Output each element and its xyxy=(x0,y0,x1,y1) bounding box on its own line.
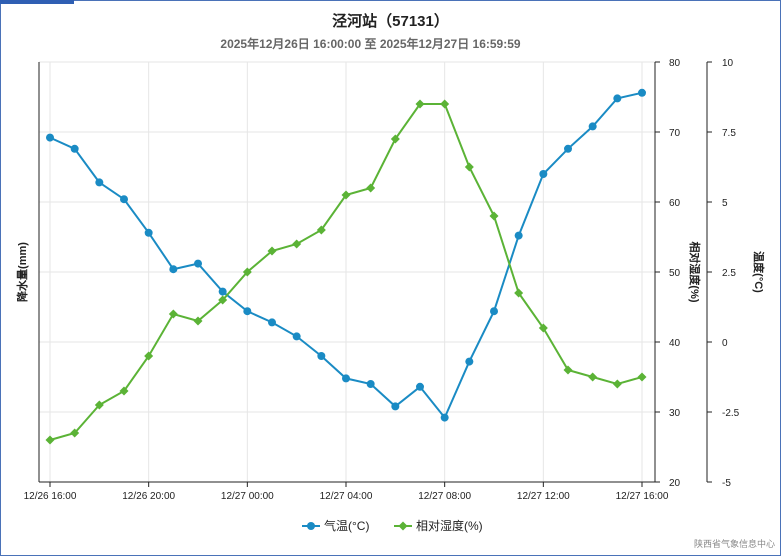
humidity-tick-label: 30 xyxy=(669,408,681,419)
humidity-point[interactable] xyxy=(45,435,55,445)
humidity-point[interactable] xyxy=(637,372,647,382)
temperature-point[interactable] xyxy=(564,144,572,153)
temperature-tick-label: 2.5 xyxy=(722,268,736,279)
temperature-point[interactable] xyxy=(465,357,474,366)
humidity-point[interactable] xyxy=(144,351,154,361)
legend[interactable]: 气温(°C) 相对湿度(%) xyxy=(302,518,483,533)
humidity-point[interactable] xyxy=(415,99,425,109)
temperature-point[interactable] xyxy=(613,94,622,103)
temperature-axis-title: 温度(°C) xyxy=(752,251,766,293)
footer-credit: 陕西省气象信息中心 xyxy=(693,539,775,549)
temperature-tick-label: 5 xyxy=(722,198,728,209)
humidity-tick-label: 50 xyxy=(669,268,681,279)
humidity-point[interactable] xyxy=(267,246,277,256)
temperature-point[interactable] xyxy=(169,265,178,274)
temperature-point[interactable] xyxy=(514,231,523,240)
legend-marker-temperature[interactable] xyxy=(307,522,315,530)
series-layer xyxy=(45,88,647,445)
chart-title: 泾河站（57131） xyxy=(332,13,449,30)
humidity-point[interactable] xyxy=(514,288,524,298)
humidity-tick-label: 80 xyxy=(669,58,681,69)
temperature-point[interactable] xyxy=(638,88,646,97)
x-tick-label: 12/27 08:00 xyxy=(418,491,471,502)
humidity-point[interactable] xyxy=(563,365,573,375)
humidity-point[interactable] xyxy=(70,428,80,438)
temperature-point[interactable] xyxy=(268,318,276,327)
temperature-point[interactable] xyxy=(46,133,54,142)
temperature-point[interactable] xyxy=(539,170,548,178)
temperature-point[interactable] xyxy=(194,259,202,268)
legend-label-humidity[interactable]: 相对湿度(%) xyxy=(416,518,483,533)
temperature-point[interactable] xyxy=(366,380,375,388)
x-tick-label: 12/27 00:00 xyxy=(221,491,274,502)
legend-label-temperature[interactable]: 气温(°C) xyxy=(324,518,369,533)
axes: 12/26 16:00 12/26 20:00 12/27 00:00 12/27 0… xyxy=(15,58,766,502)
x-tick-label: 12/27 12:00 xyxy=(517,491,570,502)
temperature-point[interactable] xyxy=(218,287,227,296)
temperature-tick-label: 10 xyxy=(722,58,734,69)
temperature-point[interactable] xyxy=(416,382,424,391)
humidity-point[interactable] xyxy=(341,190,351,200)
temperature-point[interactable] xyxy=(120,195,128,204)
humidity-point[interactable] xyxy=(292,239,302,249)
temperature-point[interactable] xyxy=(292,332,301,341)
humidity-point[interactable] xyxy=(316,225,326,235)
humidity-point[interactable] xyxy=(168,309,178,319)
humidity-axis-title: 相对湿度(%) xyxy=(688,241,702,302)
x-tick-label: 12/27 04:00 xyxy=(320,491,373,502)
temperature-tick-label: 0 xyxy=(722,338,728,349)
temperature-point[interactable] xyxy=(391,402,400,411)
x-tick-label: 12/26 16:00 xyxy=(24,491,77,502)
humidity-point[interactable] xyxy=(612,379,622,389)
humidity-point[interactable] xyxy=(218,295,228,305)
humidity-point[interactable] xyxy=(440,99,450,109)
humidity-tick-label: 40 xyxy=(669,338,681,349)
grid-lines xyxy=(39,61,655,483)
top-tab-indicator xyxy=(0,0,74,4)
x-tick-label: 12/26 20:00 xyxy=(122,491,175,502)
temperature-point[interactable] xyxy=(317,352,326,360)
precip-axis-title: 降水量(mm) xyxy=(15,242,29,302)
x-tick-label: 12/27 16:00 xyxy=(616,491,669,502)
humidity-point[interactable] xyxy=(242,267,252,277)
temperature-tick-label: 7.5 xyxy=(722,128,736,139)
humidity-point[interactable] xyxy=(94,400,104,410)
legend-marker-humidity[interactable] xyxy=(398,521,408,531)
humidity-point[interactable] xyxy=(538,323,548,333)
humidity-point[interactable] xyxy=(193,316,203,326)
humidity-point[interactable] xyxy=(489,211,499,221)
humidity-point[interactable] xyxy=(588,372,598,382)
temperature-point[interactable] xyxy=(588,122,597,131)
temperature-point[interactable] xyxy=(243,307,252,316)
temperature-point[interactable] xyxy=(95,178,104,187)
chart-subtitle: 2025年12月26日 16:00:00 至 2025年12月27日 16:59… xyxy=(220,37,521,51)
humidity-point[interactable] xyxy=(390,134,400,144)
temperature-tick-label: -2.5 xyxy=(722,408,740,419)
humidity-point[interactable] xyxy=(366,183,376,193)
temperature-point[interactable] xyxy=(342,374,350,383)
humidity-tick-label: 20 xyxy=(669,478,681,489)
temperature-point[interactable] xyxy=(440,413,449,422)
temperature-point[interactable] xyxy=(144,228,153,237)
humidity-point[interactable] xyxy=(119,386,129,396)
humidity-tick-label: 60 xyxy=(669,198,681,209)
temperature-point[interactable] xyxy=(490,307,498,316)
temperature-point[interactable] xyxy=(70,144,79,153)
humidity-tick-label: 70 xyxy=(669,128,681,139)
humidity-point[interactable] xyxy=(464,162,474,172)
temperature-tick-label: -5 xyxy=(722,478,731,489)
